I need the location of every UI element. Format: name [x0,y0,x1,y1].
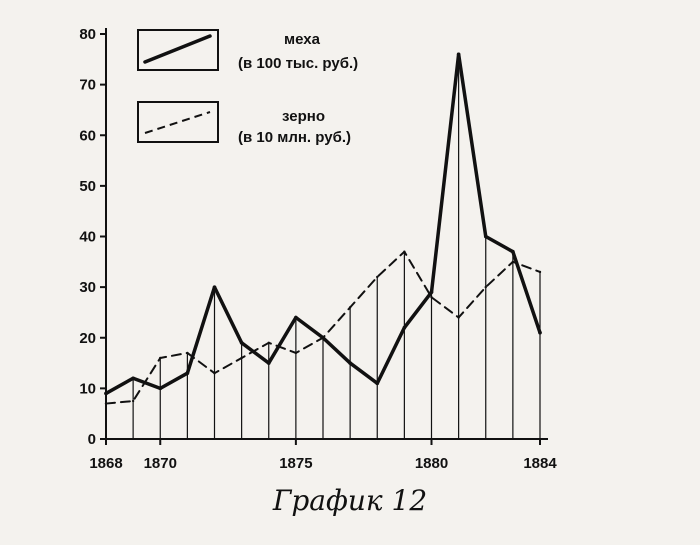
y-tick-label-50: 50 [79,178,96,195]
legend-swatch-grain [137,101,219,143]
point-grain-1878 [376,275,379,279]
point-grain-1883 [511,260,515,264]
point-grain-1880 [430,296,433,299]
y-tick-label-0: 0 [88,431,96,448]
point-furs-1877 [348,361,352,365]
point-furs-1870 [158,386,163,391]
series-lines [104,52,542,405]
point-furs-1868 [104,391,108,396]
y-tick-label-60: 60 [79,127,96,144]
x-tick-label-1870: 1870 [144,455,177,472]
point-grain-1882 [484,285,487,289]
point-grain-1875 [294,351,298,355]
legend-line-furs [143,34,212,64]
point-furs-1884 [538,330,542,335]
point-grain-1877 [348,306,352,309]
point-grain-1868 [104,402,108,405]
point-furs-1882 [483,234,488,239]
x-tick-label-1875: 1875 [279,455,312,472]
y-tick-label-10: 10 [79,380,96,397]
point-furs-1869 [131,376,135,381]
y-tick-label-20: 20 [79,330,96,347]
legend: меха (в 100 тыс. руб.) зерно (в 10 млн. … [137,29,358,146]
axes [105,28,548,440]
year-gridlines [105,54,541,439]
x-tick-label-1884: 1884 [523,455,557,472]
point-grain-1870 [159,356,162,360]
point-grain-1871 [186,351,189,355]
point-furs-1874 [266,361,271,365]
figure-caption: График 12 [272,484,428,517]
point-grain-1872 [213,371,216,375]
legend-label-furs-line1: меха [284,31,321,48]
point-furs-1871 [185,371,190,375]
y-tick-label-80: 80 [79,26,96,43]
point-furs-1883 [511,249,515,254]
y-tick-label-40: 40 [79,229,96,246]
point-grain-1881 [457,316,460,319]
point-grain-1879 [403,250,406,253]
point-furs-1875 [294,315,298,320]
point-grain-1884 [538,270,542,274]
x-tick-label-1880: 1880 [415,455,448,472]
legend-swatch-furs [137,29,219,71]
point-furs-1881 [456,52,461,57]
point-furs-1880 [429,290,434,294]
y-tick-label-70: 70 [79,77,96,94]
x-tick-labels: 1868 1870 1875 1880 1884 [89,439,557,472]
point-grain-1869 [131,399,135,403]
legend-label-furs-line2: (в 100 тыс. руб.) [238,55,358,72]
point-grain-1876 [321,336,325,339]
legend-label-grain-line2: (в 10 млн. руб.) [238,129,351,146]
x-tick-label-1868: 1868 [89,455,122,472]
point-furs-1872 [212,285,217,289]
line-chart: 0 10 20 30 40 50 60 70 80 1868 1870 1875 1880 1884 м… [79,26,557,472]
y-tick-labels: 0 10 20 30 40 50 60 70 80 [79,26,106,448]
point-grain-1873 [240,356,243,360]
legend-label-grain-line1: зерно [282,108,325,125]
point-furs-1879 [402,325,407,330]
point-furs-1873 [239,341,244,345]
point-grain-1874 [267,341,270,345]
y-tick-label-30: 30 [79,279,96,296]
legend-line-grain [144,111,211,134]
point-furs-1878 [375,381,380,386]
